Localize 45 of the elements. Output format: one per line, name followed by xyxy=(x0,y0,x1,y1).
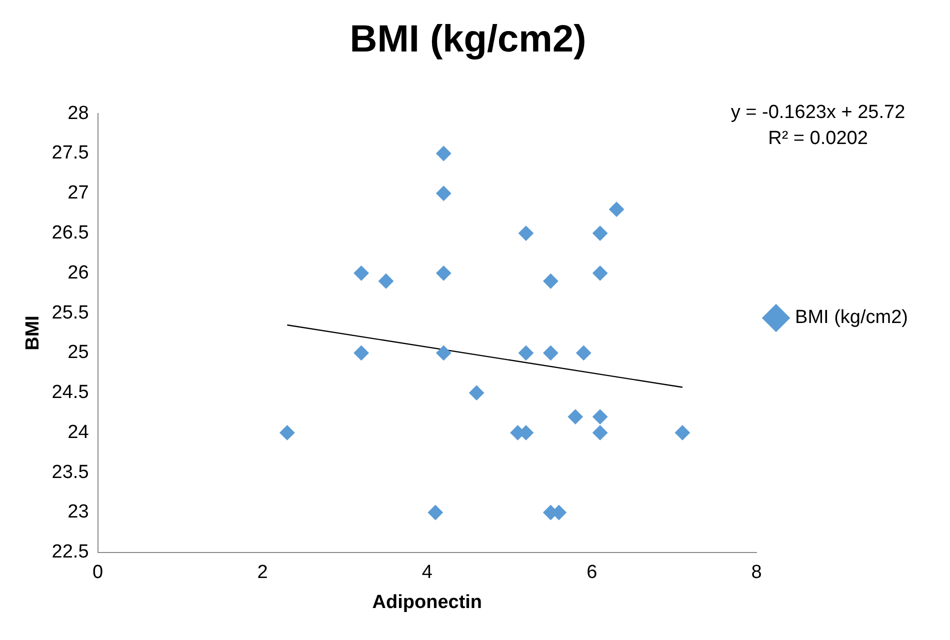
y-tick-label: 25 xyxy=(68,342,89,364)
point xyxy=(469,385,484,400)
y-tick-label: 28 xyxy=(68,102,89,124)
point xyxy=(609,202,624,217)
x-tick-label: 8 xyxy=(751,562,762,584)
point xyxy=(436,186,452,201)
y-tick-label: 25.5 xyxy=(52,302,89,324)
y-tick-label: 24.5 xyxy=(52,382,89,404)
point xyxy=(436,345,452,360)
point xyxy=(592,425,608,440)
y-tick-label: 22.5 xyxy=(52,542,89,563)
y-tick-label: 26.5 xyxy=(52,222,89,244)
point xyxy=(354,266,369,281)
x-tick-label: 0 xyxy=(92,562,104,584)
point xyxy=(576,345,592,360)
point xyxy=(518,345,534,360)
y-axis-title: BMI xyxy=(22,316,44,350)
point xyxy=(568,409,583,424)
point xyxy=(674,425,690,440)
point xyxy=(280,425,295,440)
point xyxy=(428,505,443,520)
y-tick-label: 26 xyxy=(68,262,89,284)
annotation: y = -0.1623x + 25.72 xyxy=(730,102,906,123)
point xyxy=(436,146,452,161)
y-tick-label: 24 xyxy=(68,422,90,443)
point xyxy=(436,266,452,281)
point xyxy=(354,345,369,360)
legend-label: BMI (kg/cm2) xyxy=(795,307,908,328)
y-tick-label: 27 xyxy=(68,182,89,204)
y-tick-label: 23.5 xyxy=(52,462,89,483)
point xyxy=(378,274,394,289)
text: R² = 0.0202 xyxy=(768,128,868,149)
chart-title: BMI (kg/cm2) xyxy=(350,18,586,60)
point xyxy=(518,226,534,241)
point xyxy=(592,266,608,281)
point xyxy=(543,345,558,360)
point xyxy=(592,409,608,424)
point xyxy=(543,274,558,289)
x-tick-label: 4 xyxy=(422,562,433,584)
y-tick-label: 23 xyxy=(68,502,89,523)
y-tick-label: 27.5 xyxy=(52,142,89,164)
x-tick-label: 2 xyxy=(257,562,268,584)
x-tick-label: 6 xyxy=(586,562,598,584)
x-axis-title: Adiponectin xyxy=(372,592,482,613)
point xyxy=(592,226,608,241)
